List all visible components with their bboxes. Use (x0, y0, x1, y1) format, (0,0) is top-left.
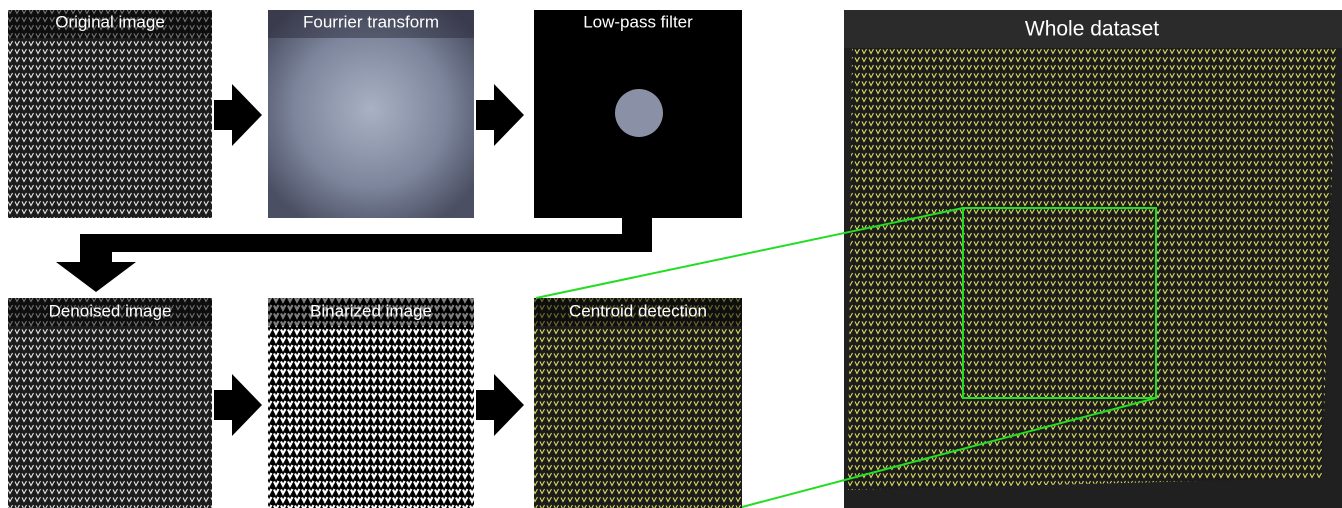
centroid-image (534, 298, 742, 508)
figure: Original image Fourrier transform Low-pa… (0, 0, 1342, 508)
binarized-image (268, 298, 474, 508)
panel-label: Fourrier transform (303, 12, 439, 31)
panel-label: Centroid detection (569, 301, 707, 320)
panel-label: Denoised image (49, 301, 172, 320)
panel-label: Low-pass filter (583, 12, 693, 31)
lowpass-disc (615, 89, 663, 137)
panel-label: Binarized image (310, 301, 432, 320)
original-image (8, 10, 212, 218)
dataset-label: Whole dataset (1025, 18, 1159, 41)
panel-label: Original image (55, 12, 165, 31)
denoised-image (8, 298, 212, 508)
fourier-image (268, 10, 474, 218)
dataset-grid (848, 48, 1336, 490)
page: {"panels": [ {"label": "Original image"}… (0, 0, 1342, 508)
